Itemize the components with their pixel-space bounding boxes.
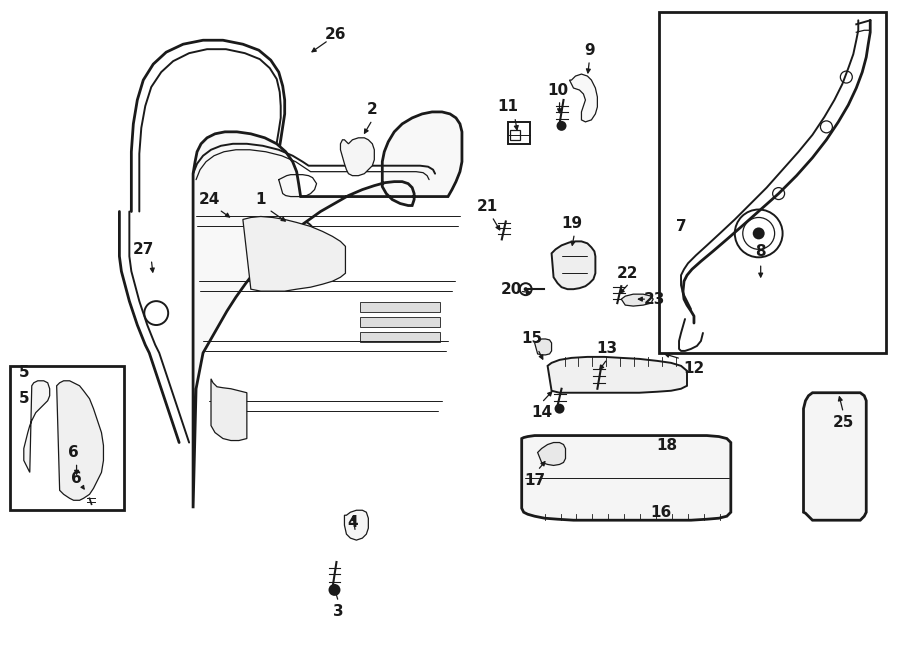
Polygon shape [621, 294, 653, 306]
Text: 20: 20 [501, 282, 522, 297]
Polygon shape [194, 112, 462, 508]
Text: 8: 8 [755, 244, 766, 259]
Polygon shape [340, 137, 374, 176]
Text: 18: 18 [656, 438, 678, 453]
Polygon shape [547, 357, 687, 393]
Text: 4: 4 [347, 515, 357, 529]
Circle shape [673, 375, 681, 383]
Bar [508, 122, 530, 144]
Text: 5: 5 [19, 366, 29, 380]
Polygon shape [537, 442, 565, 465]
Text: 21: 21 [477, 199, 499, 214]
Circle shape [524, 287, 527, 291]
Polygon shape [211, 379, 247, 440]
Circle shape [752, 227, 765, 239]
Circle shape [657, 375, 665, 383]
Text: 17: 17 [524, 473, 545, 488]
Polygon shape [552, 241, 596, 289]
Polygon shape [243, 217, 346, 291]
Circle shape [554, 404, 564, 414]
Text: 23: 23 [644, 292, 665, 307]
Text: 25: 25 [832, 415, 854, 430]
Text: 26: 26 [325, 26, 346, 42]
Text: 27: 27 [132, 242, 154, 257]
Polygon shape [345, 510, 368, 540]
Text: 10: 10 [547, 83, 568, 98]
Bar [360, 317, 440, 327]
Text: 7: 7 [676, 219, 687, 234]
Circle shape [593, 375, 601, 383]
Circle shape [571, 375, 579, 383]
Text: 1: 1 [256, 192, 266, 207]
Polygon shape [23, 381, 50, 473]
Text: 15: 15 [521, 331, 542, 346]
Bar [10, 366, 124, 510]
Polygon shape [522, 436, 731, 520]
Text: 11: 11 [498, 99, 518, 114]
Text: 9: 9 [584, 43, 595, 58]
Text: 22: 22 [616, 266, 638, 281]
Text: 5: 5 [19, 391, 29, 407]
Polygon shape [57, 381, 104, 500]
Circle shape [556, 121, 566, 131]
Circle shape [328, 584, 340, 596]
Text: 19: 19 [561, 216, 582, 231]
Circle shape [616, 375, 624, 383]
Text: 6: 6 [68, 445, 79, 460]
Text: 16: 16 [651, 505, 671, 520]
Polygon shape [570, 74, 598, 122]
Bar [509, 130, 519, 140]
Text: 24: 24 [198, 192, 220, 207]
Circle shape [637, 375, 645, 383]
Bar [360, 302, 440, 312]
Text: 14: 14 [531, 405, 553, 420]
Text: 13: 13 [597, 342, 618, 356]
Bar [659, 13, 886, 353]
Bar [360, 332, 440, 342]
Text: 3: 3 [333, 604, 344, 619]
Text: 6: 6 [71, 471, 82, 486]
Text: 12: 12 [683, 362, 705, 376]
Text: 2: 2 [367, 102, 378, 118]
Polygon shape [535, 339, 552, 355]
Polygon shape [804, 393, 866, 520]
